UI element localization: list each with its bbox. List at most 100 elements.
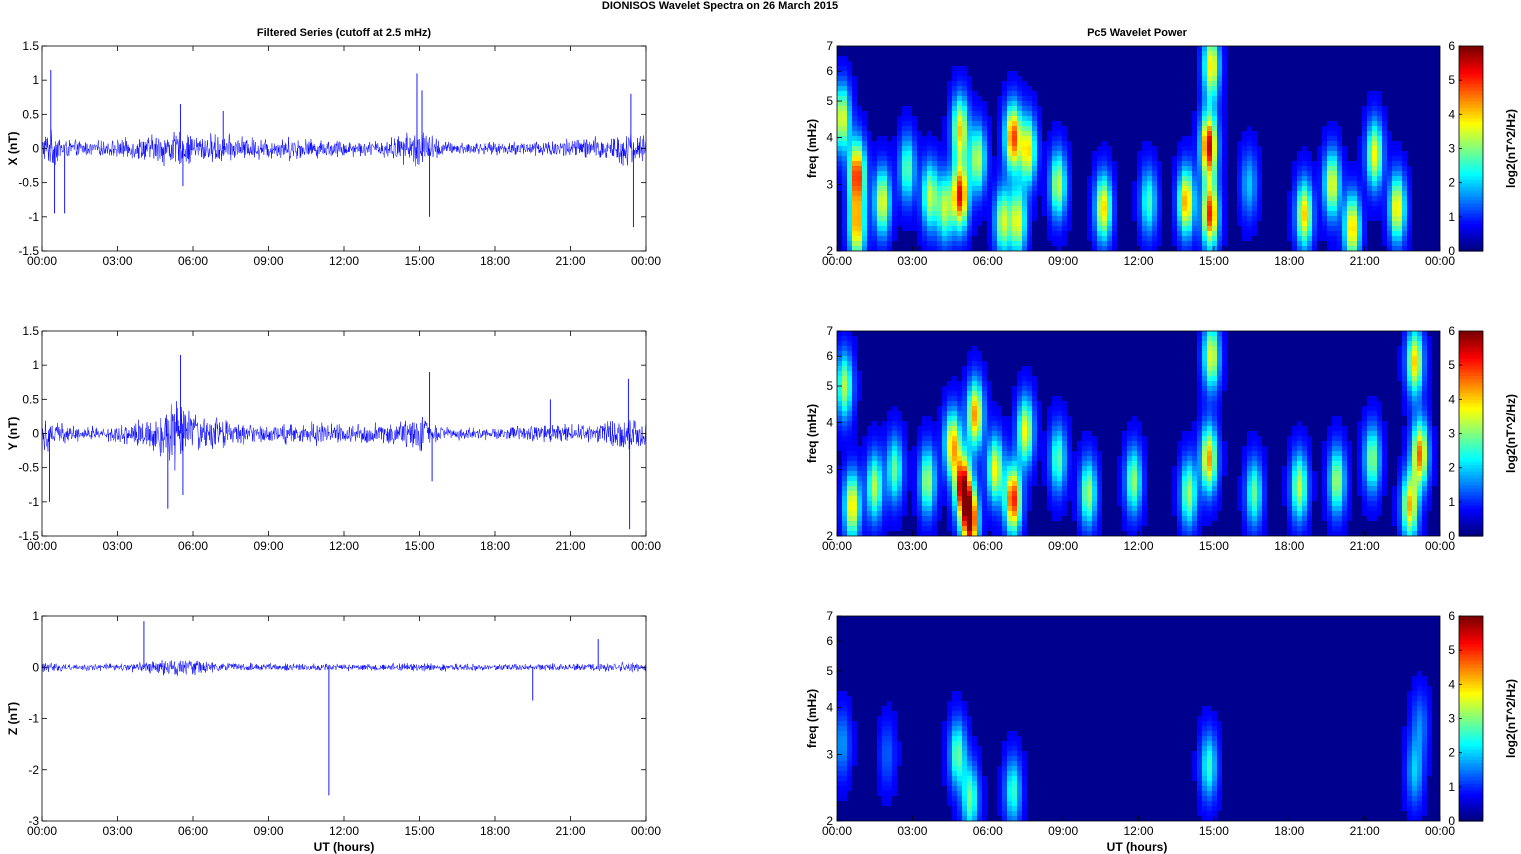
heatmap-cell: [1207, 111, 1212, 116]
heatmap-cell: [1437, 131, 1440, 136]
heatmap-cell: [847, 76, 852, 81]
heatmap-cell: [897, 91, 902, 96]
heatmap-cell: [972, 231, 977, 236]
heatmap-cell: [932, 221, 937, 226]
heatmap-cell: [1417, 96, 1422, 101]
heatmap-cell: [1187, 146, 1192, 151]
heatmap-cell: [1187, 216, 1192, 221]
heatmap-cell: [1287, 46, 1292, 51]
heatmap-cell: [937, 241, 942, 246]
heatmap-cell: [1382, 121, 1387, 126]
heatmap-cell: [1397, 226, 1402, 231]
x-tick-label: 09:00: [253, 254, 283, 268]
heatmap-cell: [1342, 121, 1347, 126]
heatmap-cell: [1237, 241, 1242, 246]
heatmap-cell: [992, 191, 997, 196]
heatmap-cell: [1237, 181, 1242, 186]
heatmap-cell: [1422, 46, 1427, 51]
heatmap-cell: [1182, 141, 1187, 146]
heatmap-cell: [1347, 141, 1352, 146]
heatmap-cell: [1082, 236, 1087, 241]
heatmap-cell: [1252, 116, 1257, 121]
heatmap-cell: [1082, 131, 1087, 136]
heatmap-cell: [1112, 111, 1117, 116]
heatmap-cell: [1072, 236, 1077, 241]
heatmap-cell: [1387, 81, 1392, 86]
x-tick-label: 00:00: [27, 824, 57, 838]
heatmap-cell: [1117, 156, 1122, 161]
heatmap-cell: [882, 71, 887, 76]
heatmap-cell: [1032, 146, 1037, 151]
heatmap-cell: [1022, 151, 1027, 156]
heatmap-cell: [912, 81, 917, 86]
heatmap-cell: [1082, 126, 1087, 131]
heatmap-cell: [932, 226, 937, 231]
heatmap-cell: [952, 206, 957, 211]
heatmap-cell: [987, 131, 992, 136]
heatmap-cell: [1127, 206, 1132, 211]
heatmap-cell: [997, 126, 1002, 131]
heatmap-cell: [1157, 151, 1162, 156]
heatmap-cell: [1057, 136, 1062, 141]
heatmap-cell: [1107, 206, 1112, 211]
heatmap-cell: [1412, 181, 1417, 186]
heatmap-cell: [1107, 211, 1112, 216]
heatmap-cell: [837, 241, 842, 246]
heatmap-cell: [1237, 236, 1242, 241]
heatmap-cell: [1087, 76, 1092, 81]
heatmap-cell: [877, 131, 882, 136]
heatmap-cell: [1372, 101, 1377, 106]
heatmap-cell: [1177, 191, 1182, 196]
heatmap-cell: [902, 131, 907, 136]
heatmap-cell: [1267, 46, 1272, 51]
heatmap-cell: [1017, 186, 1022, 191]
heatmap-cell: [1032, 201, 1037, 206]
heatmap-cell: [1302, 86, 1307, 91]
heatmap-cell: [972, 121, 977, 126]
heatmap-cell: [1142, 176, 1147, 181]
heatmap-cell: [992, 146, 997, 151]
heatmap-cell: [1332, 176, 1337, 181]
heatmap-cell: [1412, 121, 1417, 126]
heatmap-cell: [1217, 211, 1222, 216]
heatmap-cell: [912, 196, 917, 201]
x-tick-label: 06:00: [178, 254, 208, 268]
heatmap-cell: [1432, 221, 1437, 226]
heatmap-cell: [847, 96, 852, 101]
heatmap-cell: [1317, 161, 1322, 166]
heatmap-cell: [1242, 241, 1247, 246]
heatmap-cell: [902, 221, 907, 226]
heatmap-cell: [982, 241, 987, 246]
heatmap-cell: [1182, 231, 1187, 236]
heatmap-cell: [1227, 211, 1232, 216]
heatmap-cell: [1187, 116, 1192, 121]
heatmap-cell: [1047, 241, 1052, 246]
heatmap-cell: [1437, 216, 1440, 221]
heatmap-cell: [1037, 121, 1042, 126]
heatmap-cell: [1212, 191, 1217, 196]
heatmap-cell: [1222, 101, 1227, 106]
heatmap-cell: [1417, 181, 1422, 186]
heatmap-cell: [1197, 151, 1202, 156]
heatmap-cell: [1397, 86, 1402, 91]
heatmap-cell: [1277, 101, 1282, 106]
heatmap-cell: [1257, 56, 1262, 61]
y-tick-label: 0.5: [22, 392, 39, 406]
heatmap-cell: [897, 141, 902, 146]
heatmap-cell: [842, 151, 847, 156]
heatmap-cell: [872, 176, 877, 181]
heatmap-cell: [842, 171, 847, 176]
heatmap-cell: [947, 136, 952, 141]
heatmap-cell: [1312, 151, 1317, 156]
heatmap-cell: [852, 76, 857, 81]
heatmap-cell: [1262, 236, 1267, 241]
heatmap-cell: [1307, 216, 1312, 221]
heatmap-cell: [1347, 231, 1352, 236]
heatmap-cell: [1392, 226, 1397, 231]
heatmap-cell: [1147, 51, 1152, 56]
heatmap-cell: [1372, 196, 1377, 201]
heatmap-cell: [1292, 56, 1297, 61]
heatmap-cell: [1332, 86, 1337, 91]
heatmap-cell: [1352, 226, 1357, 231]
heatmap-cell: [1322, 86, 1327, 91]
